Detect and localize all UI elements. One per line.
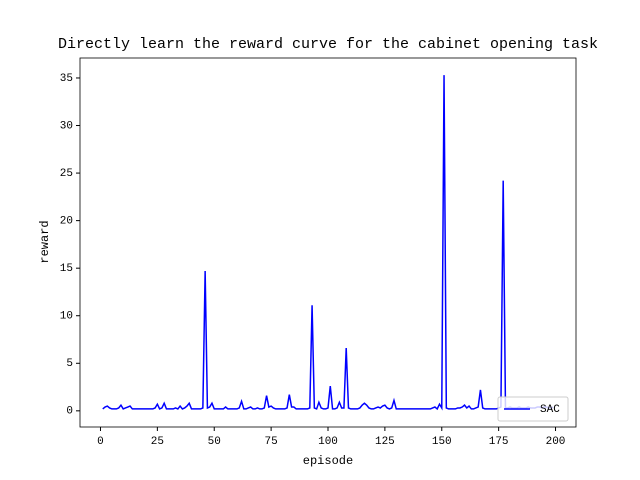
y-tick-label: 0	[66, 406, 73, 418]
data-line	[102, 75, 554, 411]
x-tick-label: 75	[265, 436, 278, 448]
x-tick-label: 175	[489, 436, 509, 448]
x-tick-label: 0	[97, 436, 104, 448]
legend-box	[497, 396, 569, 422]
legend-label: SAC	[540, 404, 560, 416]
plot-frame	[79, 57, 577, 428]
y-axis-label: reward	[38, 220, 52, 263]
y-tick-label: 5	[66, 358, 73, 370]
x-tick-label: 125	[375, 436, 395, 448]
y-tick-label: 20	[60, 216, 73, 228]
x-tick-label: 200	[546, 436, 566, 448]
x-axis-label: episode	[303, 454, 353, 468]
x-tick-label: 25	[151, 436, 164, 448]
x-tick-label: 150	[432, 436, 452, 448]
x-tick-label: 50	[208, 436, 221, 448]
y-tick-label: 10	[60, 311, 73, 323]
y-tick-label: 15	[60, 263, 73, 275]
y-tick-label: 35	[60, 73, 73, 85]
chart-title: Directly learn the reward curve for the …	[58, 36, 598, 53]
x-tick-label: 100	[318, 436, 338, 448]
y-tick-label: 30	[60, 120, 73, 132]
y-tick-label: 25	[60, 168, 73, 180]
